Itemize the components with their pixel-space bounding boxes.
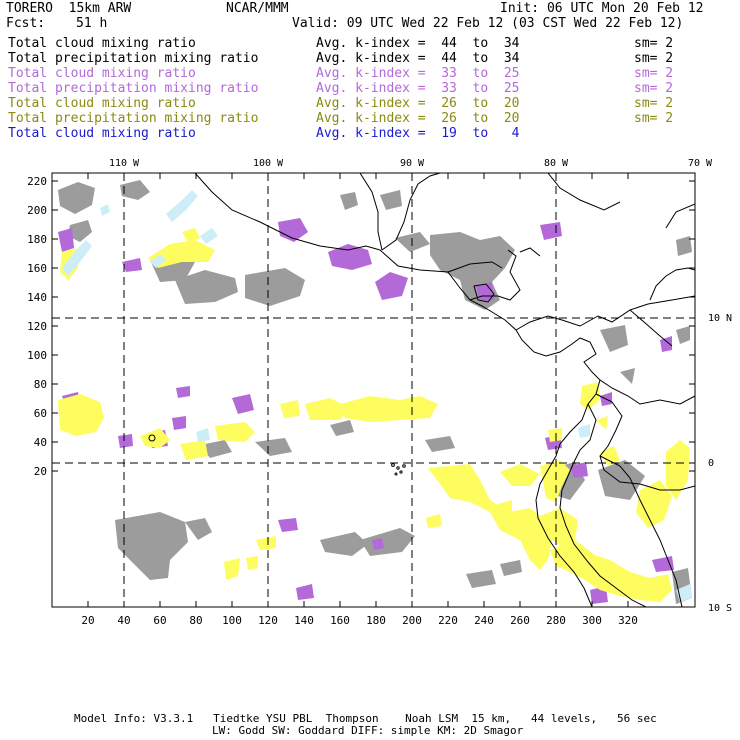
- forecast-hour: 51 h: [76, 16, 108, 31]
- x-tick-label: 260: [510, 614, 530, 627]
- x-tick-label: 20: [81, 614, 94, 627]
- y-tick-label: 40: [34, 436, 47, 449]
- x-tick-label: 40: [117, 614, 130, 627]
- graticule: [52, 173, 695, 607]
- latitude-label: 10 S: [708, 603, 732, 614]
- y-tick-label: 200: [27, 204, 47, 217]
- y-tick-label: 80: [34, 378, 47, 391]
- physics-info: LW: Godd SW: Goddard DIFF: simple KM: 2D…: [212, 724, 524, 737]
- latitude-labels: 10 N 0 10 S: [708, 313, 732, 614]
- legend-field-name: Total precipitation mixing ratio: [8, 81, 259, 96]
- legend-k-index-range: Avg. k-index = 26 to 20: [316, 96, 520, 111]
- y-tick-label: 120: [27, 320, 47, 333]
- y-tick-label: 100: [27, 349, 47, 362]
- cloud-gray-areas: [58, 180, 692, 604]
- legend-k-index-range: Avg. k-index = 19 to 4: [316, 126, 520, 141]
- x-tick-label: 200: [402, 614, 422, 627]
- legend-field-name: Total precipitation mixing ratio: [8, 111, 259, 126]
- x-tick-label: 160: [330, 614, 350, 627]
- longitude-label: 70 W: [688, 158, 713, 169]
- cloud-light-blue-areas: [62, 190, 692, 602]
- x-tick-label: 320: [618, 614, 638, 627]
- x-tick-label: 240: [474, 614, 494, 627]
- legend-smoothing: sm= 2: [634, 111, 674, 126]
- legend-smoothing: sm= 2: [634, 96, 674, 111]
- x-tick-label: 280: [546, 614, 566, 627]
- x-tick-label: 220: [438, 614, 458, 627]
- legend-smoothing: sm= 2: [634, 66, 674, 81]
- y-tick-label: 160: [27, 262, 47, 275]
- organization-label: NCAR/MMM: [226, 1, 289, 16]
- y-tick-label: 140: [27, 291, 47, 304]
- legend-k-index-range: Avg. k-index = 44 to 34: [316, 51, 520, 66]
- longitude-labels: 110 W 100 W 90 W 80 W 70 W: [109, 158, 713, 169]
- y-tick-label: 20: [34, 465, 47, 478]
- legend-smoothing: sm= 2: [634, 51, 674, 66]
- forecast-label: Fcst:: [6, 16, 46, 31]
- legend-field-name: Total cloud mixing ratio: [8, 36, 196, 51]
- legend-k-index-range: Avg. k-index = 44 to 34: [316, 36, 520, 51]
- x-tick-label: 140: [294, 614, 314, 627]
- x-tick-label: 120: [258, 614, 278, 627]
- x-tick-label: 80: [189, 614, 202, 627]
- x-tick-label: 300: [582, 614, 602, 627]
- init-time: Init: 06 UTC Mon 20 Feb 12: [500, 1, 704, 16]
- legend-field-name: Total precipitation mixing ratio: [8, 51, 259, 66]
- model-info: Model Info: V3.3.1 Tiedtke YSU PBL Thomp…: [74, 712, 657, 725]
- axis-ticks: [52, 173, 695, 607]
- map-frame: [51, 172, 696, 608]
- coastlines: [148, 173, 695, 607]
- y-axis-labels: 220 200 180 160 140 120 100 80 60 40 20: [27, 175, 47, 478]
- y-tick-label: 60: [34, 407, 47, 420]
- x-tick-label: 60: [153, 614, 166, 627]
- x-axis-labels: 20 40 60 80 100 120 140 160 180 200 220 240 260 280 30…: [81, 614, 638, 627]
- legend-field-name: Total cloud mixing ratio: [8, 96, 196, 111]
- longitude-label: 100 W: [253, 158, 284, 169]
- longitude-label: 110 W: [109, 158, 140, 169]
- legend-smoothing: sm= 2: [634, 81, 674, 96]
- y-tick-label: 220: [27, 175, 47, 188]
- latitude-label: 0: [708, 458, 714, 469]
- legend-k-index-range: Avg. k-index = 33 to 25: [316, 66, 520, 81]
- valid-time: Valid: 09 UTC Wed 22 Feb 12 (03 CST Wed …: [292, 16, 684, 31]
- legend-field-name: Total cloud mixing ratio: [8, 66, 196, 81]
- x-tick-label: 100: [222, 614, 242, 627]
- y-tick-label: 180: [27, 233, 47, 246]
- x-tick-label: 180: [366, 614, 386, 627]
- legend-smoothing: sm= 2: [634, 36, 674, 51]
- model-title: TORERO 15km ARW: [6, 1, 132, 16]
- legend-k-index-range: Avg. k-index = 26 to 20: [316, 111, 520, 126]
- legend-k-index-range: Avg. k-index = 33 to 25: [316, 81, 520, 96]
- longitude-label: 90 W: [400, 158, 425, 169]
- latitude-label: 10 N: [708, 313, 732, 324]
- longitude-label: 80 W: [544, 158, 569, 169]
- legend-field-name: Total cloud mixing ratio: [8, 126, 196, 141]
